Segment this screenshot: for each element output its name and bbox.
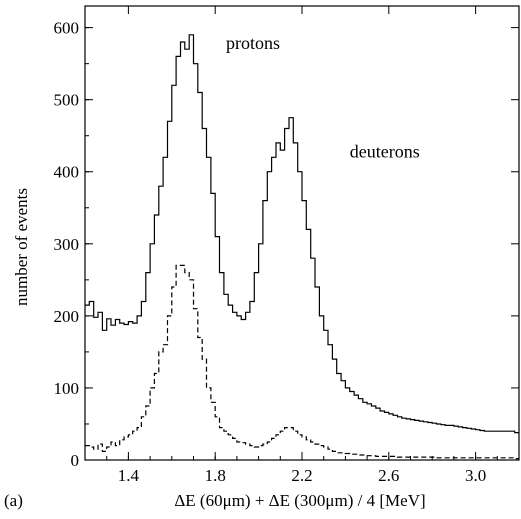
- x-tick-label: 2.6: [378, 466, 399, 485]
- series-line-solid: [85, 35, 519, 433]
- y-tick-label: 100: [54, 379, 80, 398]
- panel-label: (a): [4, 491, 23, 510]
- y-axis-label: number of events: [12, 188, 31, 306]
- y-tick-label: 600: [54, 19, 80, 38]
- y-tick-label: 300: [54, 235, 80, 254]
- y-tick-label: 0: [71, 451, 80, 470]
- x-tick-label: 1.8: [205, 466, 226, 485]
- y-tick-label: 400: [54, 163, 80, 182]
- x-tick-label: 2.2: [291, 466, 312, 485]
- y-tick-label: 500: [54, 91, 80, 110]
- x-axis-label: ΔE (60μm) + ΔE (300μm) / 4 [MeV]: [174, 491, 425, 510]
- series-line-dashed: [85, 265, 519, 458]
- y-tick-label: 200: [54, 307, 80, 326]
- annotation-protons: protons: [226, 33, 280, 53]
- x-tick-label: 3.0: [465, 466, 486, 485]
- annotation-deuterons: deuterons: [350, 141, 420, 161]
- x-tick-label: 1.4: [118, 466, 140, 485]
